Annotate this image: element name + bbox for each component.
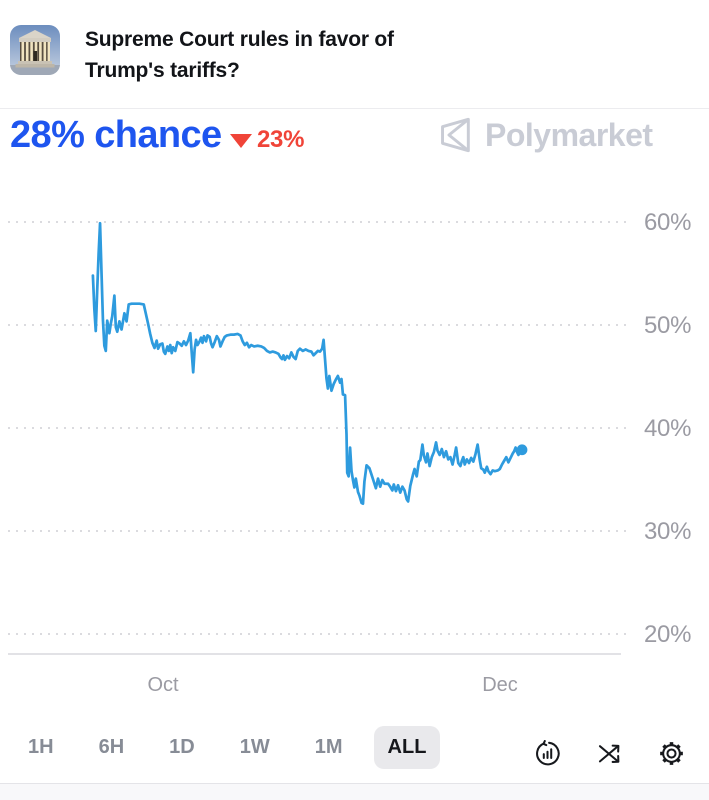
gridline-30 xyxy=(8,530,628,532)
range-button-1d[interactable]: 1D xyxy=(155,726,209,769)
brand-watermark: Polymarket xyxy=(437,116,653,154)
x-axis-label: Dec xyxy=(482,674,518,696)
footer-strip xyxy=(0,784,709,800)
market-title-line2: Trump's tariffs? xyxy=(85,59,240,82)
polymarket-logo-icon xyxy=(441,117,470,153)
y-axis-label: 60% xyxy=(644,209,692,236)
y-axis-label: 30% xyxy=(644,518,692,545)
y-axis-label: 50% xyxy=(644,312,692,339)
chance-value: 28% chance xyxy=(10,114,222,156)
range-button-1w[interactable]: 1W xyxy=(226,726,284,769)
brand-wordmark: Polymarket xyxy=(485,117,653,153)
range-button-6h[interactable]: 6H xyxy=(85,726,139,769)
arrow-down-icon xyxy=(230,134,252,148)
supreme-court-building-icon xyxy=(10,25,60,75)
price-line xyxy=(91,221,524,506)
range-button-all[interactable]: ALL xyxy=(373,726,441,769)
gridline-50 xyxy=(8,324,628,326)
range-button-1m[interactable]: 1M xyxy=(301,726,357,769)
chart-tools xyxy=(534,740,685,767)
history-chart-icon[interactable] xyxy=(534,740,561,767)
settings-icon[interactable] xyxy=(658,740,685,767)
price-chart xyxy=(91,221,528,506)
gridline-60 xyxy=(8,221,628,223)
time-range-selector: 1H 6H 1D 1W 1M ALL xyxy=(14,726,441,769)
bottom-divider xyxy=(0,783,709,784)
x-axis-label: Oct xyxy=(147,674,179,696)
y-axis-label: 20% xyxy=(644,621,692,648)
gridline-20 xyxy=(8,633,628,635)
shuffle-icon[interactable] xyxy=(596,740,623,767)
x-axis-line xyxy=(8,653,621,655)
change-value: 23% xyxy=(257,126,305,153)
gridline-40 xyxy=(8,427,628,429)
market-title: Supreme Court rules in favor of Trump's … xyxy=(85,24,485,86)
y-axis-label: 40% xyxy=(644,415,692,442)
change-indicator: 23% xyxy=(230,126,305,153)
price-end-dot xyxy=(516,444,528,456)
market-title-line1: Supreme Court rules in favor of xyxy=(85,28,394,51)
market-thumbnail xyxy=(10,25,60,75)
header-divider xyxy=(0,108,709,109)
range-button-1h[interactable]: 1H xyxy=(14,726,68,769)
